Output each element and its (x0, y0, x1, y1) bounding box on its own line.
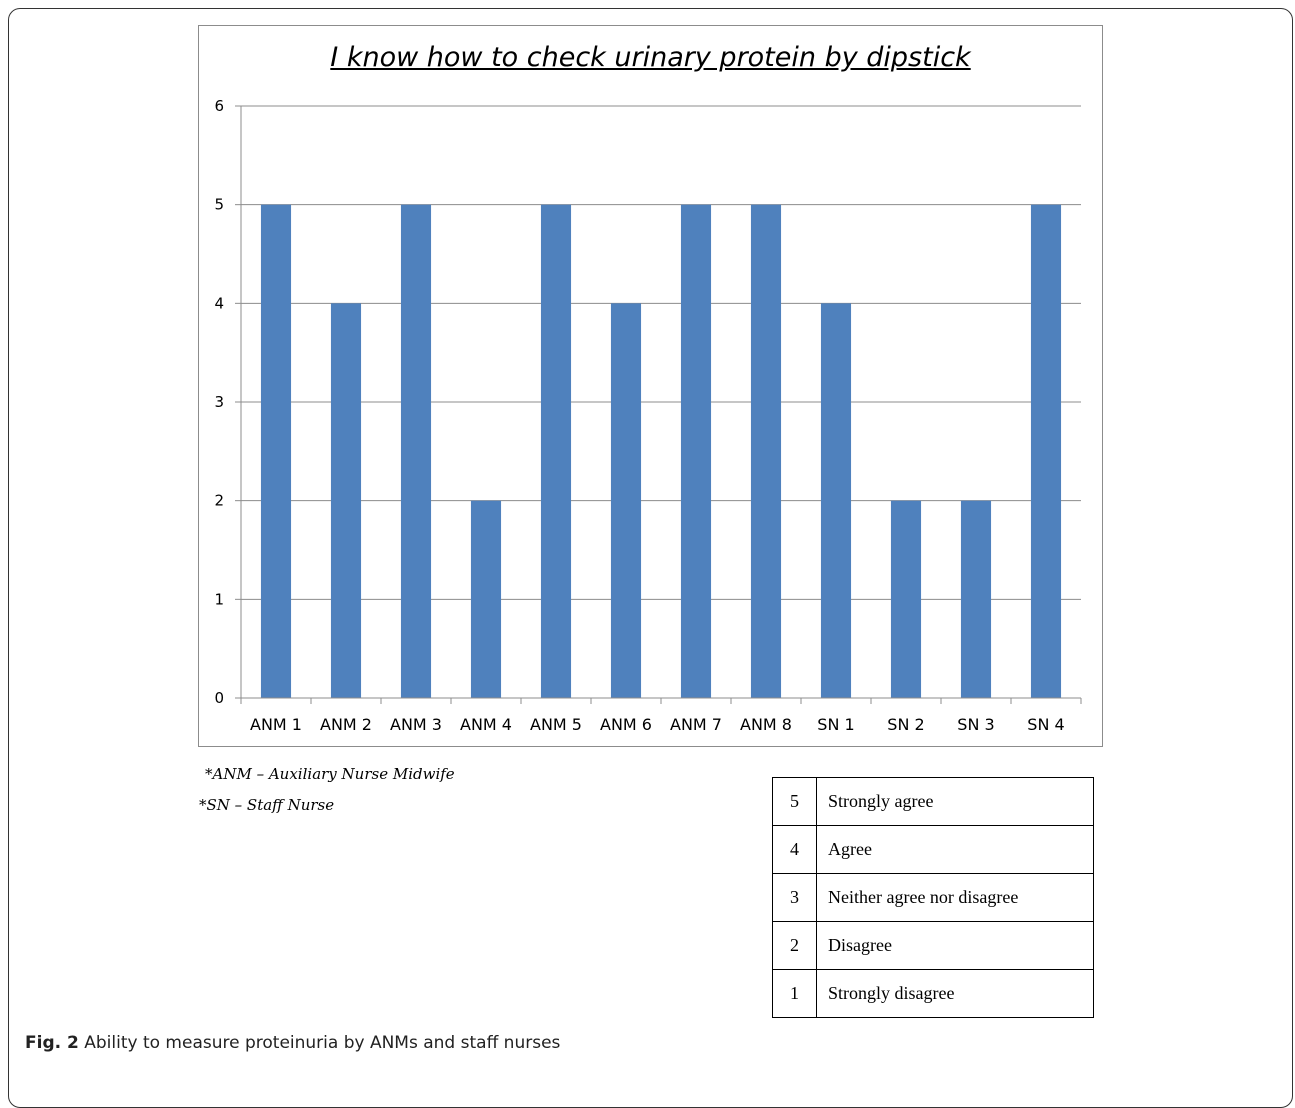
bar (960, 500, 992, 698)
scale-label: Neither agree nor disagree (816, 873, 1094, 922)
caption-label: Fig. 2 (25, 1033, 79, 1053)
bar (890, 500, 922, 698)
x-tick-label: ANM 7 (670, 715, 722, 734)
x-tick-label: ANM 6 (600, 715, 652, 734)
x-tick-label: ANM 4 (460, 715, 512, 734)
footnote-anm: *ANM – Auxiliary Nurse Midwife (205, 765, 455, 783)
scale-label: Strongly agree (816, 777, 1094, 826)
bar (470, 500, 502, 698)
scale-row: 1 Strongly disagree (772, 969, 1094, 1018)
bars (260, 204, 1062, 698)
scale-value: 4 (772, 825, 817, 874)
scale-row: 5 Strongly agree (772, 777, 1094, 826)
x-tick-label: ANM 2 (320, 715, 372, 734)
footnote-sn: *SN – Staff Nurse (199, 796, 335, 814)
scale-row: 3 Neither agree nor disagree (772, 873, 1094, 922)
bar (820, 303, 852, 698)
x-tick-label: SN 3 (957, 715, 994, 734)
x-tick-label: SN 4 (1027, 715, 1064, 734)
y-tick-label: 5 (214, 196, 224, 214)
bar (680, 204, 712, 698)
x-tick-labels: ANM 1 ANM 2 ANM 3 ANM 4 ANM 5 ANM 6 ANM 7 ANM 8… (250, 715, 1065, 734)
y-tick-label: 2 (214, 492, 224, 510)
y-tick-labels: 0 1 2 3 4 5 6 (214, 97, 224, 707)
likert-scale-table: 5 Strongly agree 4 Agree 3 Neither agree… (772, 777, 1094, 1018)
bar (330, 303, 362, 698)
x-tick-label: SN 1 (817, 715, 854, 734)
scale-label: Strongly disagree (816, 969, 1094, 1018)
scale-label: Agree (816, 825, 1094, 874)
scale-row: 4 Agree (772, 825, 1094, 874)
caption-text: Ability to measure proteinuria by ANMs a… (78, 1033, 561, 1053)
scale-row: 2 Disagree (772, 921, 1094, 970)
bar (260, 204, 292, 698)
x-tick-label: ANM 3 (390, 715, 442, 734)
scale-value: 2 (772, 921, 817, 970)
scale-value: 5 (772, 777, 817, 826)
figure-caption: Fig. 2 Ability to measure proteinuria by… (25, 1033, 560, 1053)
y-tick-label: 0 (214, 689, 224, 707)
scale-value: 1 (772, 969, 817, 1018)
y-tick-label: 1 (214, 590, 224, 608)
x-tick-label: ANM 8 (740, 715, 792, 734)
bar (400, 204, 432, 698)
x-tick-label: ANM 1 (250, 715, 302, 734)
y-tick-label: 3 (214, 393, 224, 411)
axes (235, 105, 1082, 704)
bar (540, 204, 572, 698)
x-tick-label: ANM 5 (530, 715, 582, 734)
bar (750, 204, 782, 698)
chart-title: I know how to check urinary protein by d… (330, 42, 971, 73)
y-tick-label: 4 (214, 294, 224, 312)
x-tick-label: SN 2 (887, 715, 924, 734)
scale-label: Disagree (816, 921, 1094, 970)
bar (1030, 204, 1062, 698)
y-tick-label: 6 (214, 97, 224, 115)
bar (610, 303, 642, 698)
gridlines (241, 105, 1081, 600)
scale-value: 3 (772, 873, 817, 922)
